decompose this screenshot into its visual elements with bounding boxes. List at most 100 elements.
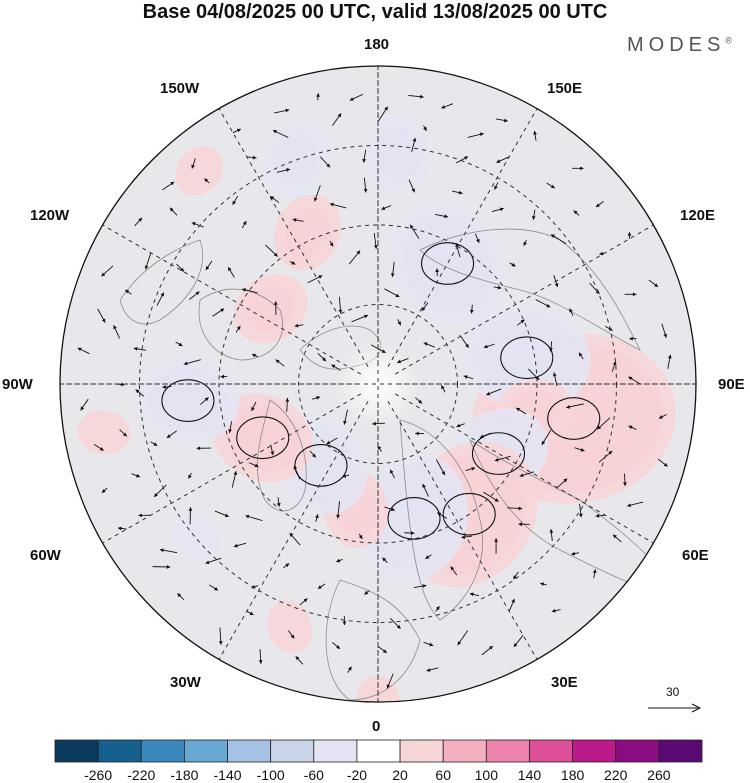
meridian-line bbox=[218, 108, 369, 368]
wind-vector-head bbox=[608, 450, 613, 455]
wind-vector-head bbox=[205, 266, 210, 271]
colorbar-tick-label: 220 bbox=[604, 767, 628, 783]
wind-vector-head bbox=[204, 397, 209, 402]
wind-vector-head bbox=[497, 285, 502, 290]
wind-vector-head bbox=[294, 323, 299, 328]
anomaly-contour-19-1 bbox=[77, 410, 131, 455]
wind-vector-head bbox=[191, 164, 195, 169]
wind-vector-head bbox=[441, 385, 445, 390]
wind-vector-head bbox=[270, 196, 275, 200]
circulation-arc-b-4 bbox=[442, 514, 496, 536]
wind-vector-head bbox=[523, 241, 528, 246]
colorbar-tick-label: -100 bbox=[257, 767, 285, 783]
anomaly-contour-15-1 bbox=[175, 146, 224, 196]
wind-vector-head bbox=[494, 498, 499, 502]
wind-vector-head bbox=[461, 535, 466, 539]
circulation-arc-0 bbox=[547, 397, 601, 419]
wind-vector-head bbox=[125, 289, 130, 294]
wind-vector-head bbox=[627, 232, 632, 236]
circulation-arrows bbox=[161, 242, 601, 540]
wind-vector-head bbox=[419, 94, 424, 99]
colorbar-bin bbox=[270, 739, 315, 763]
wind-vector-head bbox=[252, 155, 257, 160]
colorbar-tick-label: 180 bbox=[561, 767, 585, 783]
wind-vector-head bbox=[476, 238, 480, 243]
wind-vector-head bbox=[410, 224, 414, 229]
wind-vector-head bbox=[386, 684, 391, 689]
wind-vector-head bbox=[377, 445, 382, 450]
wind-vector-head bbox=[113, 325, 117, 330]
wind-vector-head bbox=[336, 645, 340, 649]
wind-vector-head bbox=[563, 478, 568, 483]
meridian-line bbox=[394, 224, 654, 375]
lon-label-30e: 30E bbox=[551, 674, 578, 691]
wind-vector-head bbox=[117, 526, 122, 531]
wind-vector-head bbox=[160, 292, 164, 297]
colorbar-bin bbox=[356, 739, 401, 763]
wind-vector-head bbox=[372, 421, 376, 426]
wind-vector-head bbox=[315, 514, 319, 519]
anomaly-contour-10-1 bbox=[136, 357, 240, 444]
wind-vector-head bbox=[228, 267, 232, 272]
wind-vector-head bbox=[397, 359, 402, 364]
wind-vector-head bbox=[292, 218, 297, 222]
wind-vector-head bbox=[220, 374, 225, 379]
wind-vector-head bbox=[566, 404, 571, 409]
wind-vector-head bbox=[233, 471, 238, 475]
wind-vector-head bbox=[275, 359, 280, 364]
colorbar-bin bbox=[615, 739, 660, 763]
wind-vector-head bbox=[418, 399, 423, 404]
anomaly-contour-9-1 bbox=[212, 393, 313, 483]
wind-vector-head bbox=[415, 431, 419, 436]
colorbar-bin bbox=[97, 739, 142, 763]
wind-vector-head bbox=[318, 275, 323, 279]
lon-label-120w: 120W bbox=[30, 207, 70, 224]
wind-vector-head bbox=[170, 181, 175, 186]
wind-vector-head bbox=[183, 361, 188, 366]
wind-vector-head bbox=[80, 406, 85, 411]
wind-vector-head bbox=[249, 611, 254, 615]
wind-vector-head bbox=[316, 93, 320, 97]
meridian-line bbox=[218, 400, 369, 660]
wind-vector-head bbox=[196, 446, 201, 451]
wind-vector-head bbox=[101, 272, 106, 277]
circulation-arc-b-2 bbox=[500, 336, 554, 358]
wind-vector-head bbox=[578, 513, 583, 518]
wind-vector-head bbox=[499, 207, 504, 212]
wind-vector-head bbox=[429, 642, 434, 647]
colorbar-bin bbox=[183, 739, 228, 763]
circulation-arc-4 bbox=[442, 492, 496, 515]
anomaly-contour-14-1 bbox=[365, 115, 431, 194]
colorbar-bin bbox=[529, 739, 574, 763]
wind-vector-head bbox=[580, 448, 585, 452]
colorbar-bin bbox=[54, 739, 99, 763]
wind-vector-head bbox=[463, 375, 468, 379]
anomaly-contour-17-1 bbox=[267, 600, 313, 653]
colorbar-tick-label: 60 bbox=[435, 767, 451, 783]
wind-vector-head bbox=[205, 560, 210, 565]
wind-vector-head bbox=[251, 406, 255, 411]
wind-vector-head bbox=[236, 128, 241, 133]
wind-vector-head bbox=[628, 376, 633, 381]
wind-vector-head bbox=[322, 357, 327, 362]
wind-vector-head bbox=[425, 555, 430, 559]
wind-vector-head bbox=[469, 309, 474, 314]
wind-vector-head bbox=[191, 222, 196, 226]
wind-vector-head bbox=[552, 372, 557, 377]
graticule bbox=[60, 66, 696, 702]
colorbar-tick-label: -220 bbox=[127, 767, 155, 783]
circulation-arc-3 bbox=[471, 453, 526, 475]
meridian-line bbox=[102, 224, 362, 375]
wind-vector-head bbox=[580, 166, 584, 171]
wind-vector-head bbox=[349, 97, 354, 101]
anomaly-contour-1-1 bbox=[391, 201, 504, 326]
wind-vector-head bbox=[136, 473, 140, 478]
wind-vector-head bbox=[162, 385, 167, 389]
wind-vector-head bbox=[312, 453, 316, 458]
wind-vector-head bbox=[272, 129, 277, 134]
wind-vector-head bbox=[373, 245, 378, 249]
anomaly-contour-2-1 bbox=[462, 304, 591, 412]
wind-vector-head bbox=[458, 190, 463, 195]
wind-vector-head bbox=[595, 203, 600, 208]
wind-vector-head bbox=[595, 513, 600, 518]
